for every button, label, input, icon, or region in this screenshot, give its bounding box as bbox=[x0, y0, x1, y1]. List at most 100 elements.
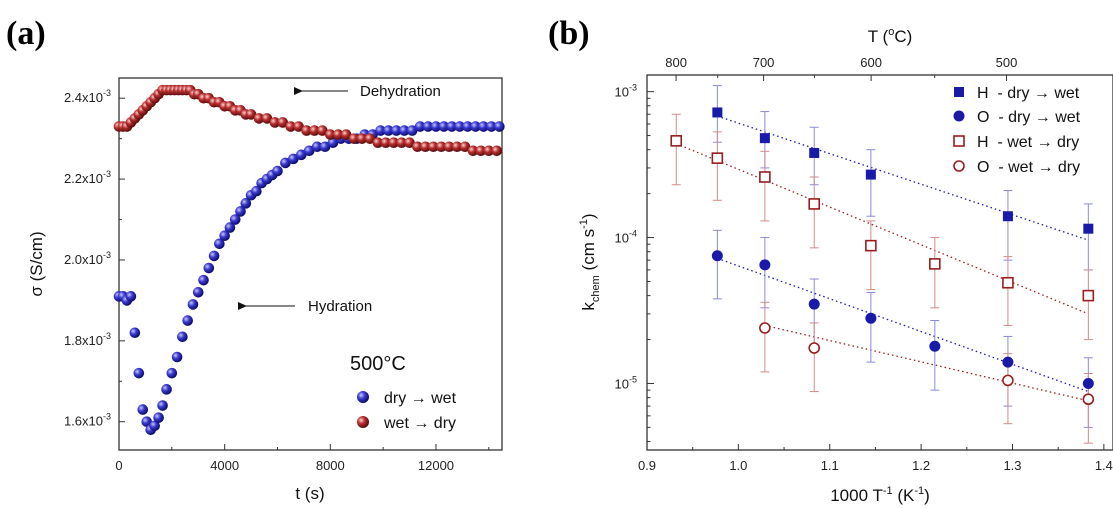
point-wet-dry bbox=[420, 141, 431, 153]
chart-b-fit-lines bbox=[675, 115, 1089, 402]
legend-marker-h-wet-dry bbox=[953, 135, 965, 147]
point-wet-dry bbox=[332, 129, 344, 140]
chart-a-y-ticks: 1.6x10-3 1.8x10-3 2.0x10-3 2.2x10-3 2.4x10-3 bbox=[64, 88, 125, 429]
point-h-wet-dry bbox=[1002, 276, 1014, 289]
point-dry-wet bbox=[157, 400, 168, 411]
point-h-dry-wet bbox=[1002, 211, 1013, 222]
chart-b-x-label: 1000 T-1 (K-1) bbox=[830, 485, 930, 505]
y-tick-label: 10-4 bbox=[615, 229, 637, 246]
point-h-wet-dry bbox=[865, 239, 877, 252]
chart-b-y-ticks: 10-3 10-4 10-5 bbox=[615, 83, 654, 443]
legend-marker-dry-wet bbox=[357, 391, 369, 403]
point-h-wet-dry bbox=[808, 198, 821, 210]
point-dry-wet bbox=[398, 125, 410, 136]
point-h-dry-wet bbox=[865, 169, 876, 180]
chart-b-x-ticks: 0.9 1.0 1.1 1.2 1.3 1.4 bbox=[638, 444, 1113, 473]
point-o-dry-wet bbox=[711, 250, 723, 262]
point-wet-dry bbox=[285, 121, 296, 132]
error-bar bbox=[712, 131, 722, 201]
chart-b-top-axis-label: T (oC) bbox=[868, 26, 913, 46]
point-dry-wet bbox=[187, 299, 199, 310]
point-wet-dry bbox=[404, 137, 415, 148]
error-bar bbox=[1003, 190, 1013, 261]
point-dry-wet bbox=[280, 157, 291, 169]
point-o-wet-dry bbox=[808, 342, 821, 354]
point-wet-dry bbox=[364, 133, 376, 144]
point-dry-wet bbox=[133, 367, 145, 379]
legend-title: 500°C bbox=[350, 353, 406, 375]
point-dry-wet bbox=[208, 250, 220, 262]
point-dry-wet bbox=[240, 198, 252, 209]
point-dry-wet bbox=[129, 327, 141, 339]
point-wet-dry bbox=[412, 141, 423, 153]
point-dry-wet bbox=[494, 121, 505, 132]
x-tick-label: 12000 bbox=[418, 458, 454, 473]
point-dry-wet bbox=[375, 125, 386, 136]
point-h-dry-wet bbox=[759, 133, 770, 144]
point-dry-wet bbox=[414, 121, 426, 132]
error-bar bbox=[1003, 256, 1013, 326]
point-wet-dry bbox=[372, 137, 384, 148]
error-bar bbox=[866, 220, 876, 291]
point-wet-dry bbox=[459, 141, 471, 153]
error-bar bbox=[866, 149, 876, 217]
point-dry-wet bbox=[177, 331, 188, 343]
x-tick-label: 1.0 bbox=[729, 458, 747, 473]
point-wet-dry bbox=[293, 121, 304, 132]
point-dry-wet bbox=[478, 121, 489, 132]
y-tick-label: 10-3 bbox=[615, 83, 637, 100]
point-dry-wet bbox=[462, 121, 473, 132]
point-o-dry-wet bbox=[808, 298, 820, 310]
legend-label-o-wet-dry: O - wet → dry bbox=[977, 159, 1080, 176]
point-dry-wet bbox=[137, 404, 149, 415]
point-dry-wet bbox=[272, 165, 283, 177]
point-wet-dry bbox=[245, 109, 257, 120]
fit-line bbox=[764, 324, 1089, 402]
point-wet-dry bbox=[467, 145, 479, 157]
point-dry-wet bbox=[327, 137, 339, 148]
point-h-wet-dry bbox=[711, 152, 724, 164]
point-dry-wet bbox=[430, 121, 442, 132]
point-dry-wet bbox=[454, 121, 466, 132]
point-wet-dry bbox=[325, 129, 336, 140]
point-wet-dry bbox=[340, 129, 352, 140]
point-dry-wet bbox=[235, 206, 246, 217]
y-tick-label: 1.6x10-3 bbox=[64, 412, 111, 429]
point-o-dry-wet bbox=[1082, 377, 1094, 389]
annotation-hydration: Hydration bbox=[308, 298, 372, 315]
point-dry-wet bbox=[141, 416, 153, 427]
legend-label-h-wet-dry: H - wet → dry bbox=[977, 134, 1079, 151]
x-tick-label: 8000 bbox=[316, 458, 345, 473]
point-h-dry-wet bbox=[809, 147, 820, 158]
point-dry-wet bbox=[171, 351, 183, 363]
point-dry-wet bbox=[153, 412, 164, 423]
x-tick-label: 0 bbox=[115, 458, 122, 473]
point-h-wet-dry bbox=[929, 258, 941, 270]
point-wet-dry bbox=[443, 141, 455, 153]
error-bar bbox=[760, 301, 770, 373]
top-tick-label: 500 bbox=[996, 55, 1018, 70]
point-wet-dry bbox=[451, 141, 463, 153]
x-tick-label: 1.2 bbox=[912, 458, 930, 473]
point-o-wet-dry bbox=[759, 322, 771, 334]
point-dry-wet bbox=[214, 238, 225, 250]
fit-line bbox=[717, 257, 1089, 393]
error-bar bbox=[866, 292, 876, 363]
chart-a-x-ticks: 0 4000 8000 12000 bbox=[115, 444, 490, 473]
point-wet-dry bbox=[428, 141, 439, 153]
error-bar bbox=[809, 176, 819, 249]
point-dry-wet bbox=[149, 420, 160, 432]
point-wet-dry bbox=[301, 125, 312, 136]
point-dry-wet bbox=[125, 291, 137, 302]
point-wet-dry bbox=[483, 145, 495, 157]
point-wet-dry bbox=[491, 145, 503, 157]
point-wet-dry bbox=[277, 117, 289, 128]
point-dry-wet bbox=[192, 287, 204, 298]
point-dry-wet bbox=[229, 214, 241, 225]
legend-label-o-dry-wet: O - dry → wet bbox=[977, 109, 1081, 126]
point-o-wet-dry bbox=[1002, 374, 1014, 387]
point-dry-wet bbox=[446, 121, 458, 132]
point-dry-wet bbox=[161, 384, 172, 395]
x-tick-label: 1.3 bbox=[1003, 458, 1021, 473]
point-dry-wet bbox=[319, 141, 331, 153]
